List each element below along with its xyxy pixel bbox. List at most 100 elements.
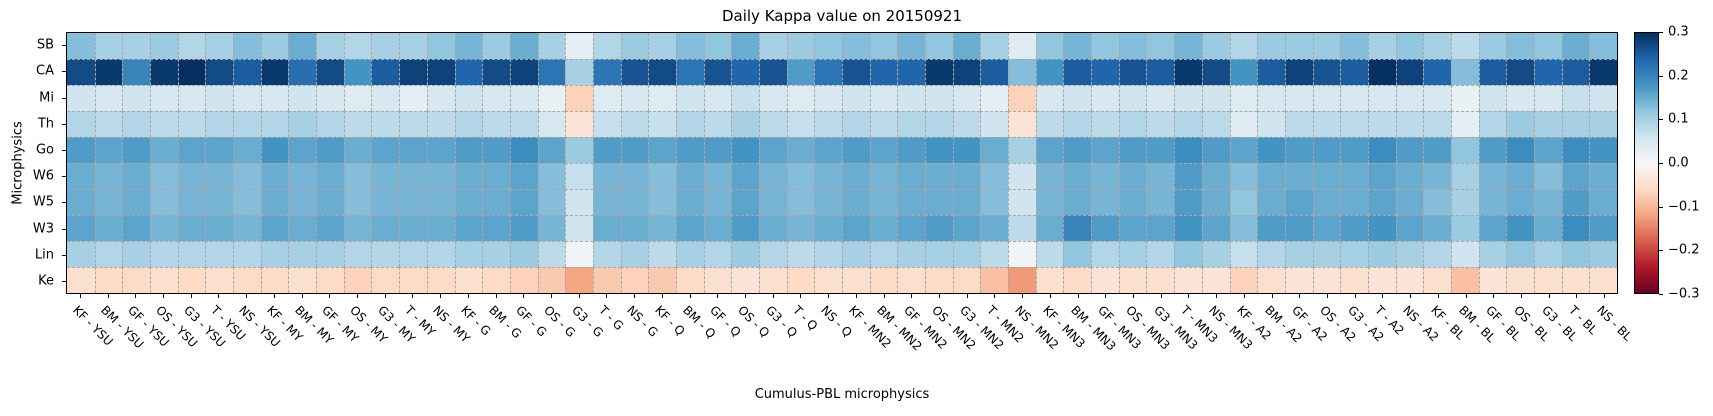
heatmap-cell: [150, 33, 178, 59]
heatmap-cell: [1201, 85, 1230, 111]
heatmap-cell: [1312, 111, 1341, 137]
heatmap-cell: [731, 111, 759, 137]
heatmap-cell: [1174, 215, 1202, 241]
heatmap-cell: [1589, 267, 1617, 293]
heatmap-cell: [454, 163, 483, 189]
heatmap-cell: [1091, 241, 1119, 267]
heatmap-cell: [177, 215, 206, 241]
heatmap-cell: [288, 85, 317, 111]
heatmap-cell: [509, 241, 538, 267]
heatmap-cell: [1340, 215, 1368, 241]
heatmap-cell: [620, 59, 649, 85]
x-tick-mark: [1410, 294, 1412, 298]
heatmap-cell: [952, 111, 981, 137]
colorbar-tick-label: −0.1: [1668, 199, 1700, 215]
x-tick-mark: [1327, 294, 1328, 298]
heatmap-cell: [94, 85, 123, 111]
heatmap-cell: [1395, 215, 1424, 241]
x-tick-mark: [578, 294, 580, 298]
heatmap-cell: [1589, 215, 1617, 241]
heatmap-cell: [426, 85, 455, 111]
heatmap-cell: [1395, 189, 1424, 215]
heatmap-cell: [233, 163, 261, 189]
x-tick-mark: [246, 294, 248, 298]
heatmap-cell: [1367, 267, 1396, 293]
heatmap-cell: [454, 215, 483, 241]
heatmap-cell: [260, 137, 289, 163]
heatmap-cell: [786, 267, 815, 293]
heatmap-cell: [150, 215, 178, 241]
heatmap-cell: [1229, 241, 1258, 267]
heatmap-cell: [925, 33, 953, 59]
heatmap-cell: [758, 111, 787, 137]
heatmap-cell: [537, 189, 566, 215]
x-tick-label: NS - BL: [1594, 303, 1635, 344]
heatmap-cell: [1395, 33, 1424, 59]
heatmap-cell: [509, 59, 538, 85]
heatmap-cell: [454, 189, 483, 215]
heatmap-cell: [842, 163, 870, 189]
heatmap-cell: [371, 189, 400, 215]
heatmap-cell: [620, 241, 649, 267]
heatmap-cell: [1146, 215, 1175, 241]
heatmap-cell: [592, 163, 621, 189]
colorbar-tick-mark: [1659, 32, 1663, 33]
heatmap-cell: [150, 189, 178, 215]
heatmap-cell: [1118, 137, 1147, 163]
heatmap-cell: [482, 33, 510, 59]
heatmap-cell: [703, 189, 732, 215]
x-tick-mark: [1548, 294, 1550, 298]
heatmap-cell: [1395, 111, 1424, 137]
heatmap-cell: [1533, 189, 1562, 215]
x-tick-mark: [357, 294, 358, 298]
heatmap-cell: [1008, 59, 1036, 85]
heatmap-cell: [316, 137, 344, 163]
heatmap-cell: [260, 189, 289, 215]
heatmap-cell: [1561, 241, 1590, 267]
heatmap-cell: [842, 137, 870, 163]
heatmap-cell: [426, 163, 455, 189]
heatmap-cell: [1506, 267, 1534, 293]
heatmap-cell: [565, 111, 593, 137]
heatmap-cell: [122, 85, 151, 111]
heatmap-cell: [786, 85, 815, 111]
heatmap-cell: [1340, 111, 1368, 137]
heatmap-cell: [1423, 215, 1451, 241]
heatmap-cell: [1395, 85, 1424, 111]
heatmap-cell: [869, 163, 898, 189]
heatmap-cell: [1063, 163, 1092, 189]
heatmap-cell: [150, 85, 178, 111]
x-tick-mark: [1576, 294, 1578, 298]
heatmap-cell: [1257, 59, 1285, 85]
heatmap-cell: [675, 85, 704, 111]
heatmap-cell: [758, 59, 787, 85]
heatmap-cell: [1589, 111, 1617, 137]
heatmap-cell: [980, 241, 1009, 267]
x-tick-mark: [218, 294, 220, 298]
heatmap-cell: [620, 215, 649, 241]
heatmap-cell: [1340, 59, 1368, 85]
heatmap-cell: [814, 111, 842, 137]
heatmap-cell: [1561, 85, 1590, 111]
heatmap-cell: [925, 111, 953, 137]
heatmap-cell: [316, 111, 344, 137]
x-tick-mark: [800, 294, 802, 298]
heatmap-cell: [454, 267, 483, 293]
heatmap-cell: [316, 59, 344, 85]
heatmap-cell: [786, 189, 815, 215]
heatmap-cell: [1284, 267, 1313, 293]
heatmap-cell: [122, 33, 151, 59]
heatmap-cell: [1063, 85, 1092, 111]
heatmap-cell: [1229, 189, 1258, 215]
heatmap-cell: [897, 241, 926, 267]
heatmap-cell: [1091, 163, 1119, 189]
heatmap-cell: [675, 241, 704, 267]
heatmap-cell: [1589, 33, 1617, 59]
x-tick-mark: [1493, 294, 1495, 298]
heatmap-cell: [1146, 85, 1175, 111]
heatmap-cell: [150, 137, 178, 163]
heatmap-cell: [1312, 215, 1341, 241]
x-tick-mark: [1521, 294, 1522, 298]
y-tick-mark: [62, 228, 66, 230]
x-tick-mark: [911, 294, 913, 298]
